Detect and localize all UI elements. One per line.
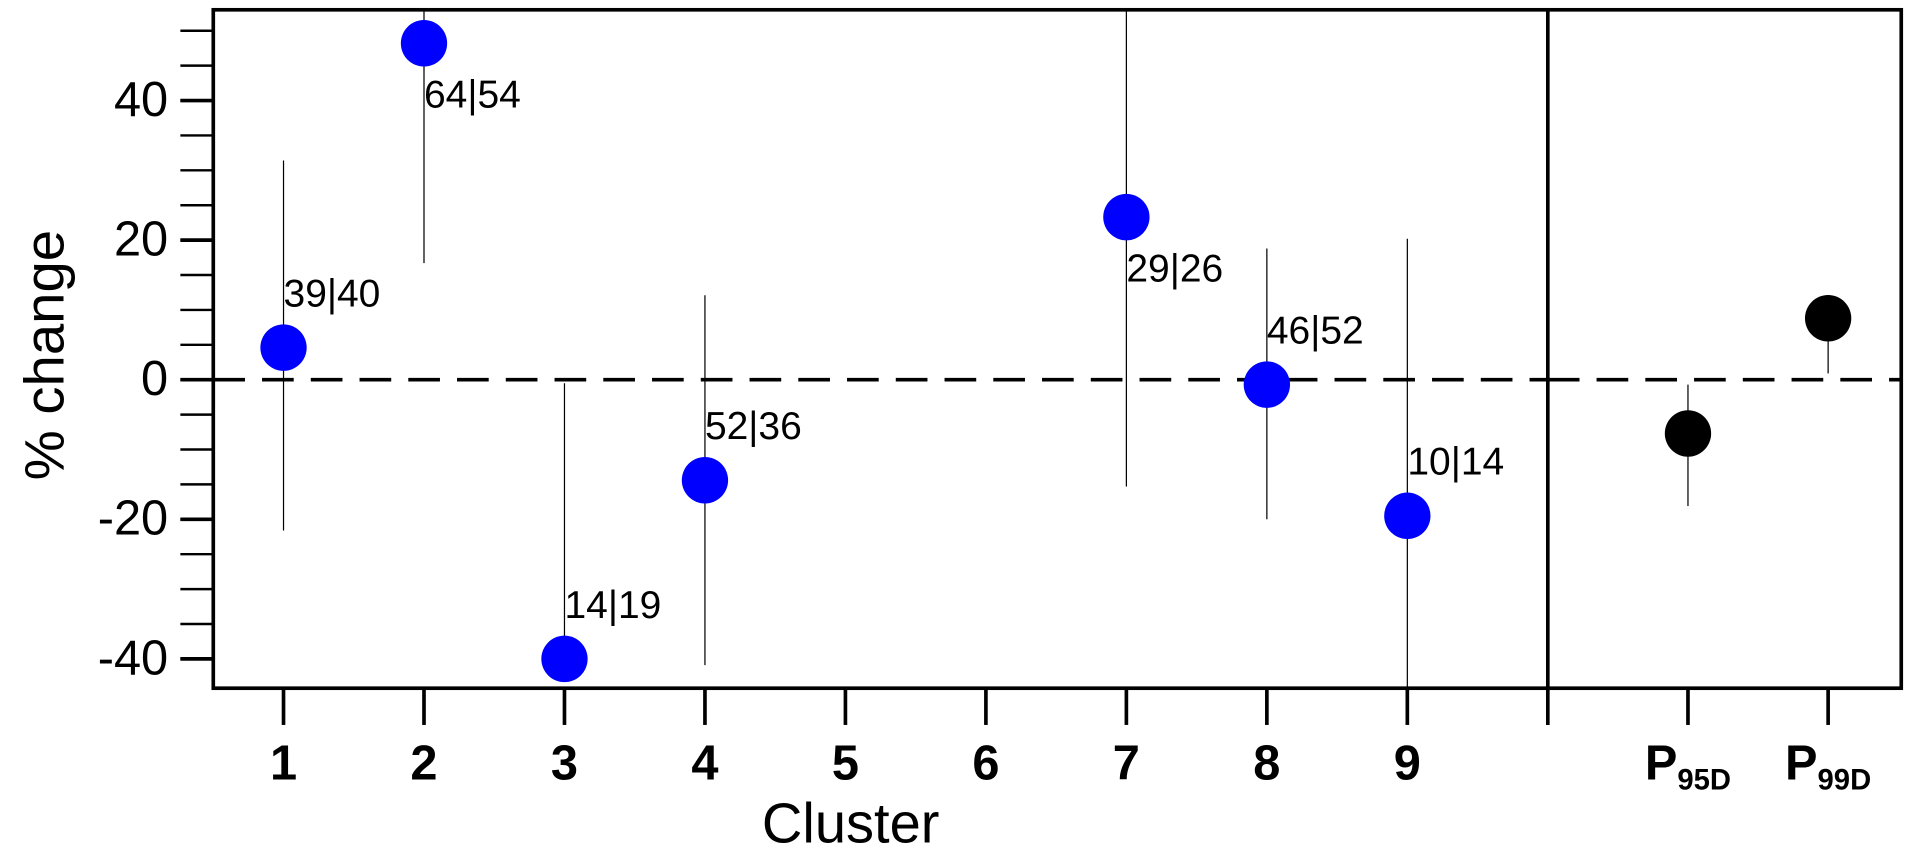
x-tick-label: 3	[551, 736, 578, 790]
x-tick-label-main: P	[1785, 736, 1818, 790]
x-tick-label-subscript: 95D	[1677, 763, 1731, 796]
x-tick-label-main: P	[1645, 736, 1678, 790]
x-tick-label: P95D	[1645, 736, 1731, 796]
data-point	[1664, 410, 1712, 457]
y-tick-label: -40	[98, 631, 168, 685]
data-annotation: 29|26	[1126, 247, 1223, 290]
x-tick-label: 5	[832, 736, 859, 790]
data-annotation: 52|36	[705, 405, 802, 448]
plot-frame	[211, 7, 1904, 691]
y-axis-label: % change	[13, 230, 76, 481]
x-tick-label: 4	[691, 736, 718, 790]
data-annotation: 64|54	[424, 73, 521, 116]
data-point	[1384, 492, 1431, 540]
x-tick-label: 9	[1394, 736, 1421, 790]
y-tick-label: -20	[98, 492, 168, 546]
x-tick-label: 1	[270, 736, 297, 790]
data-annotation: 10|14	[1407, 441, 1504, 484]
data-point	[1103, 193, 1150, 241]
data-point	[400, 20, 448, 67]
data-point	[260, 324, 307, 371]
data-point	[681, 456, 729, 504]
y-tick-label: 20	[114, 212, 168, 266]
x-tick-label: 7	[1113, 736, 1140, 790]
x-tick-label: 2	[410, 736, 437, 790]
data-point	[1243, 361, 1291, 408]
data-point	[541, 635, 588, 683]
data-annotation: 14|19	[564, 584, 661, 627]
y-tick-label: 0	[141, 352, 168, 406]
x-tick-label: 6	[972, 736, 999, 790]
data-point	[1804, 295, 1852, 342]
x-tick-label-subscript: 99D	[1818, 763, 1872, 796]
data-annotation: 46|52	[1267, 309, 1364, 352]
x-tick-label: 8	[1253, 736, 1280, 790]
y-tick-label: 40	[114, 73, 168, 127]
data-annotation: 39|40	[284, 272, 381, 315]
x-axis-label: Cluster	[762, 792, 940, 855]
x-tick-label: P99D	[1785, 736, 1871, 796]
